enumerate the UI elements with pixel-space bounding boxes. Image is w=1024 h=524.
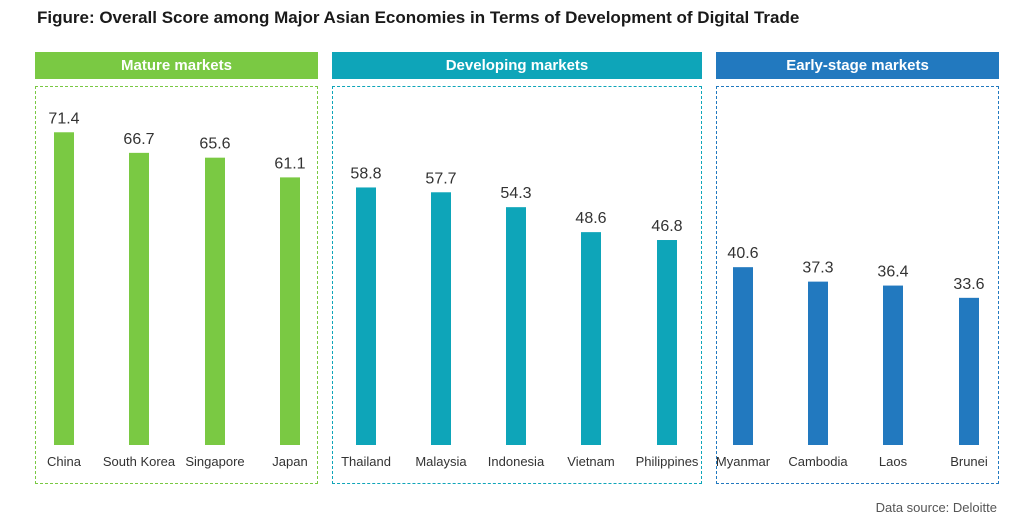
value-label-south-korea: 66.7 — [123, 131, 154, 148]
category-label-indonesia: Indonesia — [488, 454, 545, 469]
category-label-japan: Japan — [272, 454, 307, 469]
value-label-laos: 36.4 — [877, 264, 908, 281]
bar-china — [54, 132, 74, 445]
bar-indonesia — [506, 207, 526, 445]
group-box-mature — [35, 86, 318, 484]
value-label-china: 71.4 — [48, 110, 79, 127]
bar-vietnam — [581, 232, 601, 445]
value-label-indonesia: 54.3 — [500, 185, 531, 202]
bar-malaysia — [431, 192, 451, 445]
bar-singapore — [205, 157, 225, 445]
category-label-philippines: Philippines — [636, 454, 699, 469]
group-header-mature: Mature markets — [35, 52, 318, 79]
group-box-early — [716, 86, 999, 484]
value-label-vietnam: 48.6 — [575, 210, 606, 227]
category-label-south-korea: South Korea — [103, 454, 176, 469]
bar-philippines — [657, 240, 677, 445]
group-box-developing — [332, 86, 702, 484]
value-label-brunei: 33.6 — [953, 276, 984, 293]
value-label-cambodia: 37.3 — [802, 260, 833, 277]
bar-thailand — [356, 187, 376, 445]
value-label-philippines: 46.8 — [651, 218, 682, 235]
bar-japan — [280, 177, 300, 445]
bar-cambodia — [808, 281, 828, 445]
category-label-thailand: Thailand — [341, 454, 391, 469]
value-label-myanmar: 40.6 — [727, 245, 758, 262]
group-header-developing: Developing markets — [332, 52, 702, 79]
bar-south-korea — [129, 152, 149, 445]
category-label-singapore: Singapore — [185, 454, 244, 469]
value-label-japan: 61.1 — [274, 155, 305, 172]
bar-laos — [883, 285, 903, 445]
category-label-malaysia: Malaysia — [415, 454, 467, 469]
category-label-brunei: Brunei — [950, 454, 988, 469]
category-label-cambodia: Cambodia — [788, 454, 848, 469]
value-label-thailand: 58.8 — [350, 165, 381, 182]
value-label-malaysia: 57.7 — [425, 170, 456, 187]
category-label-myanmar: Myanmar — [716, 454, 771, 469]
value-label-singapore: 65.6 — [199, 136, 230, 153]
bar-brunei — [959, 297, 979, 445]
bar-myanmar — [733, 267, 753, 445]
data-source-note: Data source: Deloitte — [875, 500, 997, 515]
category-label-vietnam: Vietnam — [567, 454, 614, 469]
category-label-china: China — [47, 454, 82, 469]
group-header-early: Early-stage markets — [716, 52, 999, 79]
chart-title: Figure: Overall Score among Major Asian … — [37, 8, 800, 27]
category-label-laos: Laos — [879, 454, 908, 469]
